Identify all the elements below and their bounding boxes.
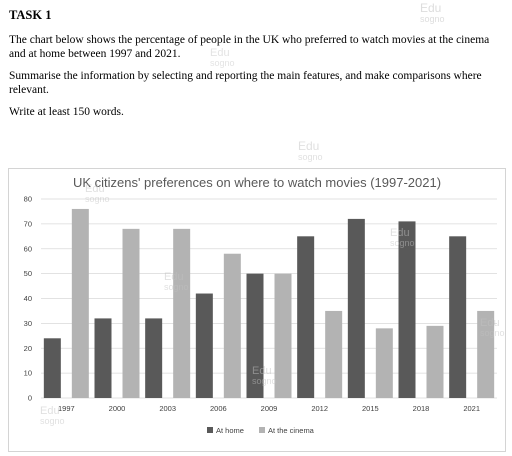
- bar-at-home: [145, 318, 163, 398]
- x-tick-label: 2021: [463, 404, 480, 413]
- y-tick-label: 80: [24, 195, 32, 204]
- x-tick-label: 2009: [261, 404, 278, 413]
- task-word-count: Write at least 150 words.: [9, 106, 124, 118]
- y-tick-label: 70: [24, 219, 32, 228]
- task-description: TASK 1 The chart below shows the percent…: [9, 0, 501, 127]
- bar-chart: UK citizens' preferences on where to wat…: [24, 175, 497, 435]
- bar-at-cinema: [375, 328, 393, 398]
- bar-at-cinema: [426, 325, 444, 398]
- y-tick-label: 30: [24, 319, 32, 328]
- x-tick-label: 1997: [58, 404, 75, 413]
- task-instruction: Summarise the information by selecting a…: [9, 70, 482, 96]
- bar-at-home: [195, 293, 213, 398]
- task-prompt: The chart below shows the percentage of …: [9, 34, 490, 60]
- bar-at-home: [94, 318, 112, 398]
- y-tick-label: 40: [24, 294, 32, 303]
- bar-at-cinema: [173, 228, 191, 398]
- chart-title: UK citizens' preferences on where to wat…: [73, 175, 441, 190]
- bar-at-home: [347, 218, 365, 398]
- bar-at-home: [246, 273, 264, 398]
- x-tick-label: 2003: [159, 404, 176, 413]
- legend-label: At home: [216, 426, 244, 435]
- x-tick-label: 2015: [362, 404, 379, 413]
- bar-at-home: [449, 236, 467, 398]
- legend-swatch: [207, 427, 213, 433]
- y-tick-label: 20: [24, 344, 32, 353]
- x-tick-label: 2000: [109, 404, 126, 413]
- legend: At home At the cinema: [207, 426, 315, 435]
- legend-label: At the cinema: [268, 426, 315, 435]
- bar-at-cinema: [274, 273, 292, 398]
- bar-at-cinema: [477, 310, 495, 398]
- bar-at-home: [398, 221, 416, 398]
- svg-text:Edu: Edu: [298, 139, 319, 153]
- task-heading: TASK 1: [9, 8, 52, 22]
- y-tick-label: 50: [24, 269, 32, 278]
- y-tick-label: 0: [28, 394, 32, 403]
- y-tick-label: 10: [24, 369, 32, 378]
- watermark-logo: Edu sogno: [298, 139, 323, 162]
- y-tick-label: 60: [24, 244, 32, 253]
- bar-at-home: [297, 236, 315, 398]
- bar-at-home: [43, 338, 61, 398]
- bar-at-cinema: [71, 208, 89, 398]
- svg-text:sogno: sogno: [298, 152, 323, 162]
- chart-container: UK citizens' preferences on where to wat…: [8, 168, 506, 452]
- bar-at-cinema: [122, 228, 140, 398]
- x-tick-label: 2006: [210, 404, 227, 413]
- x-tick-label: 2012: [311, 404, 328, 413]
- bar-at-cinema: [325, 310, 343, 398]
- bar-at-cinema: [223, 253, 241, 398]
- legend-swatch: [259, 427, 265, 433]
- x-tick-label: 2018: [413, 404, 430, 413]
